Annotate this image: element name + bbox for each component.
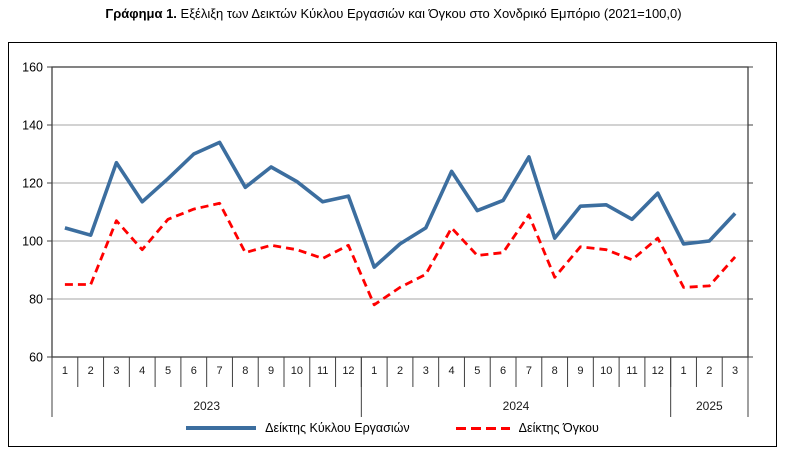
series-line-turnover bbox=[64, 140, 737, 269]
month-label: 7 bbox=[526, 365, 532, 377]
month-label: 9 bbox=[268, 365, 274, 377]
chart-title-prefix: Γράφημα 1. bbox=[105, 6, 177, 21]
month-label: 12 bbox=[342, 365, 354, 377]
month-label: 6 bbox=[191, 365, 197, 377]
month-label: 1 bbox=[371, 365, 377, 377]
month-label: 11 bbox=[626, 365, 637, 377]
y-axis-label: 100 bbox=[22, 235, 43, 249]
volume-line-sample bbox=[455, 426, 510, 430]
y-axis-label: 160 bbox=[22, 61, 43, 75]
y-axis-label: 60 bbox=[29, 351, 43, 365]
month-label: 4 bbox=[448, 365, 454, 377]
month-label: 8 bbox=[242, 365, 248, 377]
month-label: 3 bbox=[732, 365, 738, 377]
month-label: 8 bbox=[552, 365, 558, 377]
month-label: 7 bbox=[216, 365, 222, 377]
month-label: 2 bbox=[88, 365, 94, 377]
month-label: 5 bbox=[474, 365, 480, 377]
year-label: 2024 bbox=[503, 399, 530, 413]
month-label: 2 bbox=[706, 365, 712, 377]
chart-title-text: Εξέλιξη των Δεικτών Κύκλου Εργασιών και … bbox=[180, 6, 682, 21]
legend-label-volume: Δείκτης Όγκου bbox=[518, 421, 599, 435]
month-label: 5 bbox=[165, 365, 171, 377]
legend-label-turnover: Δείκτης Κύκλου Εργασιών bbox=[265, 421, 410, 435]
turnover-line-sample bbox=[186, 426, 257, 430]
legend-item-volume: Δείκτης Όγκου bbox=[455, 421, 599, 435]
month-label: 3 bbox=[113, 365, 119, 377]
year-label: 2025 bbox=[696, 399, 723, 413]
plot-border bbox=[51, 66, 749, 358]
month-label: 6 bbox=[500, 365, 506, 377]
month-label: 11 bbox=[317, 365, 328, 377]
chart-title: Γράφημα 1. Εξέλιξη των Δεικτών Κύκλου Ερ… bbox=[0, 6, 787, 21]
year-label: 2023 bbox=[193, 399, 220, 413]
month-label: 10 bbox=[291, 365, 303, 377]
y-axis-label: 120 bbox=[22, 177, 43, 191]
month-label: 12 bbox=[652, 365, 664, 377]
month-label: 1 bbox=[62, 365, 68, 377]
month-label: 9 bbox=[577, 365, 583, 377]
chart-legend: Δείκτης Κύκλου Εργασιών Δείκτης Όγκου bbox=[9, 417, 776, 439]
legend-item-turnover: Δείκτης Κύκλου Εργασιών bbox=[186, 421, 410, 435]
chart-container: 60 80 100 120 140 160 1 2 3 4 5 6 7 8 9 10 11 12 2023 1 2 3 4 5… bbox=[8, 42, 777, 447]
month-label: 2 bbox=[397, 365, 403, 377]
month-label: 4 bbox=[139, 365, 145, 377]
month-label: 3 bbox=[423, 365, 429, 377]
month-label: 10 bbox=[600, 365, 612, 377]
y-axis-label: 140 bbox=[22, 119, 43, 133]
series-line-volume bbox=[64, 201, 737, 307]
month-label: 1 bbox=[680, 365, 686, 377]
y-axis-label: 80 bbox=[29, 293, 43, 307]
